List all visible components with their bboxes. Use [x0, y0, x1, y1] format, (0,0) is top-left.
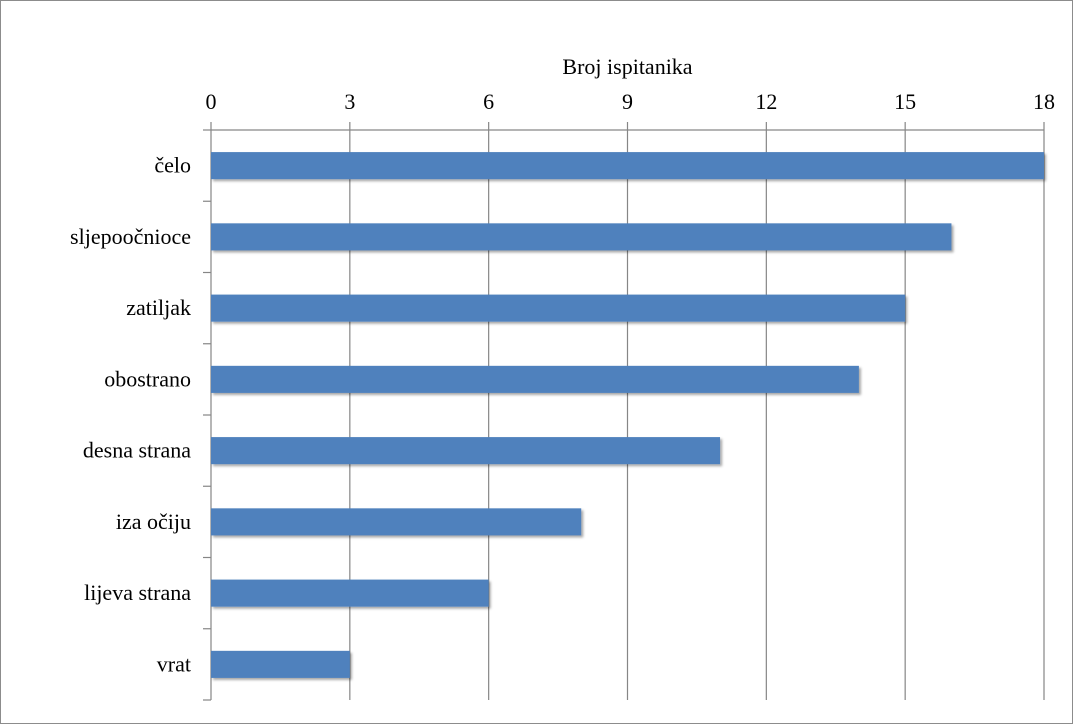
bar: [211, 650, 350, 678]
x-tick-label: 15: [894, 89, 916, 114]
x-tick-label: 3: [344, 89, 355, 114]
bar: [211, 365, 859, 393]
category-label: desna strana: [83, 438, 191, 463]
category-label: čelo: [154, 153, 191, 178]
bar: [211, 579, 489, 607]
category-label: sljepoočnioce: [70, 224, 191, 249]
category-label: zatiljak: [126, 295, 191, 320]
labels: Broj ispitanika 0 3 6 9 12 15 18 čelo sljepoočni…: [70, 54, 1055, 676]
x-axis-title: Broj ispitanika: [562, 54, 692, 79]
category-label: iza očiju: [116, 509, 191, 534]
bar: [211, 294, 906, 322]
axes: [203, 122, 1045, 701]
category-label: obostrano: [104, 366, 191, 391]
category-label: lijeva strana: [84, 580, 191, 605]
bar: [211, 152, 1044, 180]
bar: [211, 223, 952, 251]
bar: [211, 508, 582, 536]
x-tick-label: 9: [622, 89, 633, 114]
bar: [211, 437, 721, 465]
x-tick-label: 6: [483, 89, 494, 114]
x-tick-label: 0: [206, 89, 217, 114]
x-tick-label: 12: [755, 89, 777, 114]
bars: [211, 152, 1044, 678]
x-tick-label: 18: [1033, 89, 1055, 114]
gridlines: [349, 130, 1045, 700]
category-label: vrat: [157, 651, 191, 676]
